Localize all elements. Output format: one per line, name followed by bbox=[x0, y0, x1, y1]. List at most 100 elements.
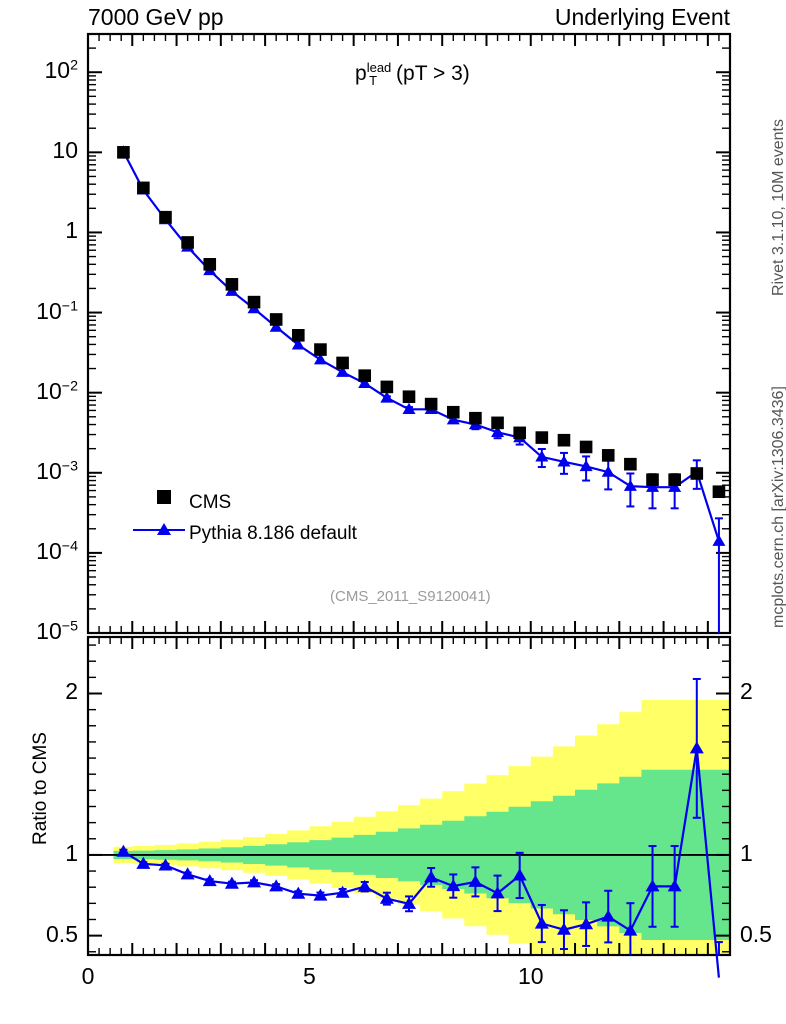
ratio-marker bbox=[357, 879, 372, 892]
ratio-marker bbox=[269, 879, 284, 892]
mc-marker bbox=[380, 391, 394, 403]
legend-marker-square bbox=[157, 490, 171, 504]
ratio-marker bbox=[667, 879, 682, 892]
plot-title-p: p bbox=[355, 62, 367, 85]
data-marker bbox=[380, 380, 394, 394]
data-marker bbox=[292, 329, 305, 342]
ratio-marker bbox=[379, 891, 394, 904]
ratio-marker bbox=[158, 858, 173, 871]
main-y-tick-label: 10−3 bbox=[36, 457, 78, 484]
data-marker bbox=[181, 236, 194, 249]
data-marker bbox=[469, 411, 482, 425]
mc-marker bbox=[291, 338, 305, 350]
mc-marker bbox=[491, 425, 505, 437]
ratio-marker bbox=[180, 867, 195, 880]
data-marker bbox=[557, 433, 571, 447]
data-marker bbox=[535, 431, 549, 444]
mc-marker bbox=[402, 402, 416, 414]
ratio-marker bbox=[424, 870, 439, 883]
ratio-y-tick-label-left: 0.5 bbox=[46, 920, 78, 947]
main-mc-series bbox=[116, 145, 726, 633]
ratio-marker bbox=[490, 886, 505, 899]
ratio-y-tick-label-left: 2 bbox=[65, 678, 78, 705]
main-data-series bbox=[117, 146, 726, 499]
ratio-series bbox=[116, 677, 723, 978]
main-y-tick-label: 102 bbox=[44, 57, 78, 84]
mc-marker bbox=[358, 376, 372, 388]
ratio-y-tick-label-left: 1 bbox=[65, 839, 78, 866]
ratio-marker bbox=[645, 879, 660, 892]
ratio-marker bbox=[468, 874, 483, 887]
x-tick-label: 5 bbox=[302, 963, 316, 989]
ratio-marker bbox=[202, 874, 217, 887]
ratio-marker bbox=[402, 896, 416, 909]
ratio-marker bbox=[291, 886, 306, 899]
mc-marker bbox=[446, 413, 460, 425]
axis-ticks bbox=[87, 33, 730, 955]
legend-markers bbox=[133, 490, 185, 535]
ratio-marker bbox=[224, 876, 239, 889]
ratio-marker bbox=[247, 875, 262, 888]
ratio-axis-title: Ratio to CMS bbox=[30, 732, 51, 845]
data-marker bbox=[225, 278, 239, 291]
data-marker bbox=[117, 146, 130, 159]
data-marker bbox=[579, 440, 593, 454]
data-marker bbox=[446, 405, 460, 419]
mc-line bbox=[122, 151, 720, 542]
data-marker bbox=[269, 313, 283, 326]
header-left-label: 7000 GeV pp bbox=[88, 4, 224, 30]
plot-title-subscript: T bbox=[369, 73, 378, 89]
data-marker bbox=[624, 457, 637, 471]
data-marker bbox=[247, 295, 261, 309]
data-marker bbox=[646, 473, 659, 486]
x-tick-label: 0 bbox=[81, 963, 95, 989]
ratio-marker bbox=[313, 888, 328, 901]
mc-marker bbox=[535, 450, 549, 462]
mc-marker bbox=[557, 455, 571, 467]
main-y-tick-label: 10−1 bbox=[36, 297, 78, 324]
main-panel-frame bbox=[86, 32, 732, 635]
ratio-marker bbox=[556, 922, 571, 935]
side-label-mcplots: mcplots.cern.ch [arXiv:1306.3436] bbox=[770, 386, 786, 628]
main-y-tick-label: 10−2 bbox=[36, 377, 78, 404]
legend-label-pythia: Pythia 8.186 default bbox=[189, 523, 357, 544]
header-right-label: Underlying Event bbox=[554, 4, 730, 30]
main-y-tick-label: 1 bbox=[65, 217, 78, 244]
data-marker bbox=[668, 473, 681, 486]
ratio-y-tick-label-right: 2 bbox=[740, 678, 753, 705]
mc-marker bbox=[623, 479, 637, 491]
analysis-watermark: (CMS_2011_S9120041) bbox=[330, 588, 491, 605]
main-y-tick-label: 10 bbox=[52, 137, 78, 164]
ratio-marker bbox=[689, 741, 704, 754]
ratio-marker bbox=[512, 868, 527, 881]
mc-marker bbox=[579, 459, 593, 472]
data-marker bbox=[712, 485, 726, 499]
data-marker bbox=[203, 258, 217, 271]
ratio-marker bbox=[136, 856, 151, 869]
data-marker bbox=[513, 426, 526, 440]
plot-title-superscript: lead bbox=[366, 60, 392, 75]
mc-marker bbox=[712, 534, 726, 546]
data-marker bbox=[314, 343, 327, 356]
ratio-marker bbox=[623, 923, 638, 936]
main-y-tick-label: 10−4 bbox=[36, 537, 78, 564]
x-tick-label: 10 bbox=[517, 963, 544, 989]
data-marker bbox=[336, 356, 349, 370]
ratio-marker bbox=[579, 917, 594, 930]
ratio-y-tick-label-right: 0.5 bbox=[740, 920, 772, 947]
data-marker bbox=[159, 210, 172, 224]
ratio-marker bbox=[534, 916, 549, 929]
ratio-marker bbox=[335, 885, 350, 898]
data-marker bbox=[690, 467, 704, 480]
ratio-marker bbox=[601, 909, 616, 922]
legend-label-cms: CMS bbox=[189, 492, 232, 513]
data-marker bbox=[491, 416, 504, 430]
ratio-y-tick-label-right: 1 bbox=[740, 839, 753, 866]
ratio-marker bbox=[116, 844, 131, 857]
mc-marker bbox=[269, 320, 283, 332]
mc-marker bbox=[336, 365, 350, 377]
ratio-line bbox=[122, 748, 720, 978]
mc-marker bbox=[601, 465, 615, 477]
